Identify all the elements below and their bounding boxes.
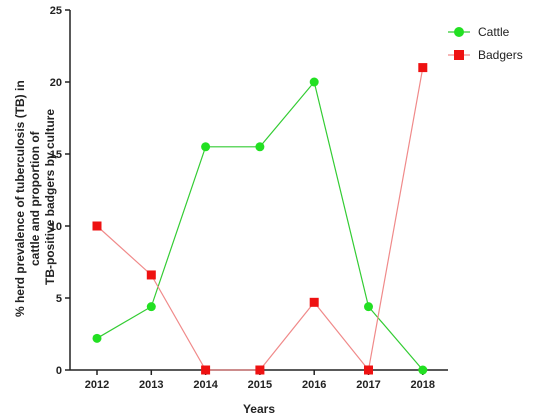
x-ticks: 2012 2013 2014 2015 2016 2017 2018 xyxy=(85,370,435,391)
legend-cattle-marker xyxy=(454,27,464,37)
x-tick-label: 2017 xyxy=(356,379,380,391)
x-tick-label: 2018 xyxy=(411,379,435,391)
data-point-cattle xyxy=(255,142,265,152)
y-axis-title-line-1: % herd prevalence of tuberculosis (TB) i… xyxy=(13,80,27,317)
y-tick-label: 15 xyxy=(50,149,62,161)
data-point-cattle xyxy=(364,302,373,312)
data-point-cattle xyxy=(418,365,428,375)
series-line-badgers xyxy=(96,67,424,372)
data-point-badgers xyxy=(146,270,156,280)
y-tick-label: 0 xyxy=(56,365,62,377)
x-tick-label: 2014 xyxy=(193,379,218,391)
x-tick-label: 2016 xyxy=(302,379,326,391)
y-axis-title: % herd prevalence of tuberculosis (TB) i… xyxy=(13,77,57,317)
y-tick-label: 25 xyxy=(50,5,62,17)
y-tick-label: 5 xyxy=(56,293,62,305)
y-axis-title-line-2: cattle and proportion of xyxy=(28,130,42,266)
x-axis-title: Years xyxy=(243,402,275,416)
legend: Cattle Badgers xyxy=(448,25,523,62)
series-layer xyxy=(92,63,428,375)
data-point-badgers xyxy=(309,297,319,307)
data-point-badgers xyxy=(92,221,102,231)
data-point-badgers xyxy=(201,365,211,375)
x-tick-label: 2015 xyxy=(248,379,272,391)
series-line-cattle xyxy=(96,80,424,371)
legend-badgers-marker xyxy=(454,50,464,60)
x-tick-label: 2012 xyxy=(85,379,109,391)
data-point-badgers xyxy=(255,365,265,375)
data-point-cattle xyxy=(309,77,319,87)
legend-cattle-label: Cattle xyxy=(478,25,510,39)
y-ticks: 0 5 10 15 20 25 xyxy=(50,5,70,377)
legend-badgers-label: Badgers xyxy=(478,48,523,62)
x-tick-label: 2013 xyxy=(139,379,163,391)
data-point-cattle xyxy=(92,333,102,343)
data-point-badgers xyxy=(364,365,373,375)
data-point-cattle xyxy=(201,142,211,152)
data-point-cattle xyxy=(146,302,156,312)
y-tick-label: 20 xyxy=(50,77,62,89)
data-point-badgers xyxy=(418,63,428,73)
y-tick-label: 10 xyxy=(50,221,62,233)
y-axis-title-line-3: TB-positive badgers by culture xyxy=(43,109,57,285)
